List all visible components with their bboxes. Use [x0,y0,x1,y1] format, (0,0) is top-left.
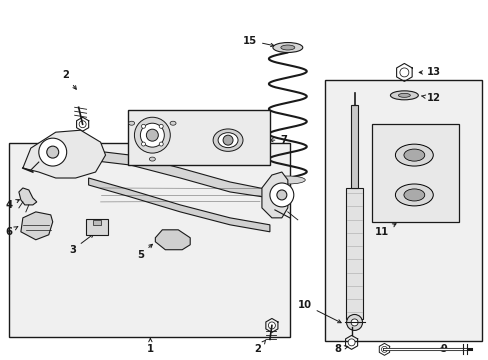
Circle shape [223,135,233,145]
Ellipse shape [128,121,134,125]
Circle shape [269,183,293,207]
Circle shape [141,124,145,128]
Text: 7: 7 [269,135,286,145]
Circle shape [276,190,286,200]
Circle shape [141,142,145,146]
Circle shape [346,315,362,330]
Text: 5: 5 [137,244,152,260]
Bar [92,220,101,225]
Circle shape [347,339,354,346]
Bar [371,124,458,222]
Text: 3: 3 [69,234,93,255]
Ellipse shape [389,91,417,100]
Polygon shape [19,188,37,205]
Text: 12: 12 [421,93,440,103]
Text: 1: 1 [146,338,154,354]
Text: 6: 6 [5,226,18,237]
Circle shape [134,117,170,153]
Bar [128,110,269,165]
Ellipse shape [149,157,155,161]
Circle shape [146,129,158,141]
Circle shape [140,123,164,147]
Text: 2: 2 [62,71,76,89]
Polygon shape [88,150,269,198]
Text: 9: 9 [437,345,447,354]
Text: 8: 8 [333,345,347,354]
Bar [9,143,289,337]
Ellipse shape [270,176,305,184]
Circle shape [159,124,163,128]
Circle shape [159,142,163,146]
Ellipse shape [398,93,409,97]
Circle shape [79,121,86,128]
Ellipse shape [280,45,294,50]
Ellipse shape [403,189,424,201]
Polygon shape [21,212,53,240]
Circle shape [350,319,357,326]
Bar [350,105,357,188]
Bar [324,80,481,341]
Text: 14: 14 [227,113,265,127]
Text: 15: 15 [243,36,274,47]
Circle shape [39,138,66,166]
Circle shape [268,322,275,329]
Circle shape [47,146,59,158]
Ellipse shape [218,133,238,148]
Circle shape [399,68,408,77]
Polygon shape [88,178,269,232]
Text: 10: 10 [297,300,341,323]
Text: 2: 2 [254,340,265,354]
Bar [85,219,107,235]
Ellipse shape [395,144,432,166]
Ellipse shape [403,149,424,161]
Circle shape [381,346,386,352]
Polygon shape [262,172,287,218]
Ellipse shape [272,42,302,53]
Text: 13: 13 [418,67,440,77]
Polygon shape [23,130,105,178]
Text: 4: 4 [5,200,20,210]
Ellipse shape [395,184,432,206]
Text: 11: 11 [374,224,395,237]
Polygon shape [155,230,190,250]
Ellipse shape [213,129,243,151]
Bar [345,188,363,319]
Ellipse shape [170,121,176,125]
